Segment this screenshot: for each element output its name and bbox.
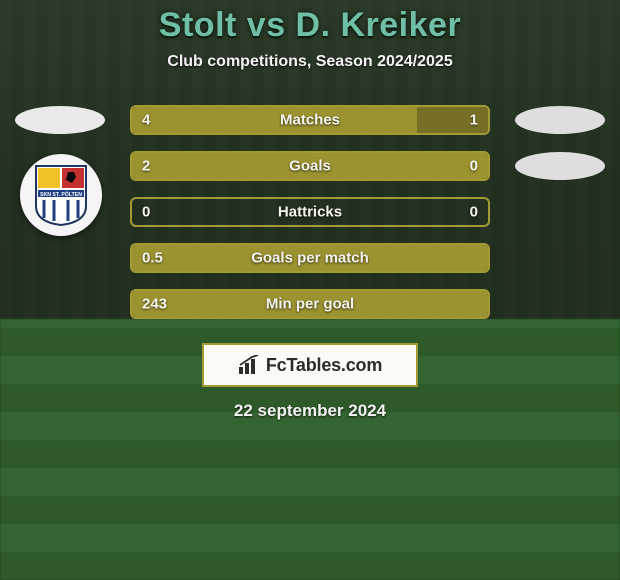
stat-value-right: 0 — [470, 158, 478, 175]
player-ellipse-right — [515, 152, 605, 180]
stat-row: 243 Min per goal — [0, 281, 620, 327]
stat-value-left: 2 — [142, 158, 150, 175]
stat-value-left: 0.5 — [142, 250, 163, 267]
club-badge-left: SKN ST. PÖLTEN — [20, 154, 102, 236]
stat-label: Min per goal — [266, 296, 354, 313]
stat-row: 4 1 Matches — [0, 97, 620, 143]
stat-bar: 4 1 Matches — [130, 105, 490, 135]
bar-chart-icon — [238, 355, 260, 375]
fctables-logo-text: FcTables.com — [266, 355, 382, 376]
stat-value-left: 0 — [142, 204, 150, 221]
stat-row: 0.5 Goals per match — [0, 235, 620, 281]
stat-label: Matches — [280, 112, 340, 129]
stat-label: Hattricks — [278, 204, 342, 221]
shield-icon: SKN ST. PÖLTEN — [34, 164, 88, 226]
stat-label: Goals per match — [251, 250, 369, 267]
bar-fill-left — [132, 107, 417, 133]
fctables-logo-box[interactable]: FcTables.com — [202, 343, 418, 387]
stat-bar: 243 Min per goal — [130, 289, 490, 319]
date-text: 22 september 2024 — [0, 401, 620, 421]
svg-text:SKN ST. PÖLTEN: SKN ST. PÖLTEN — [40, 191, 82, 198]
widget-root: Stolt vs D. Kreiker Club competitions, S… — [0, 0, 620, 580]
subtitle: Club competitions, Season 2024/2025 — [0, 53, 620, 71]
stat-value-right: 0 — [470, 204, 478, 221]
stat-bar: 2 0 Goals — [130, 151, 490, 181]
player-ellipse-left — [15, 106, 105, 134]
stat-bar: 0.5 Goals per match — [130, 243, 490, 273]
stat-label: Goals — [289, 158, 331, 175]
stat-value-left: 4 — [142, 112, 150, 129]
stat-bar: 0 0 Hattricks — [130, 197, 490, 227]
page-title: Stolt vs D. Kreiker — [0, 6, 620, 45]
stat-value-left: 243 — [142, 296, 167, 313]
player-ellipse-right — [515, 106, 605, 134]
stat-value-right: 1 — [470, 112, 478, 129]
